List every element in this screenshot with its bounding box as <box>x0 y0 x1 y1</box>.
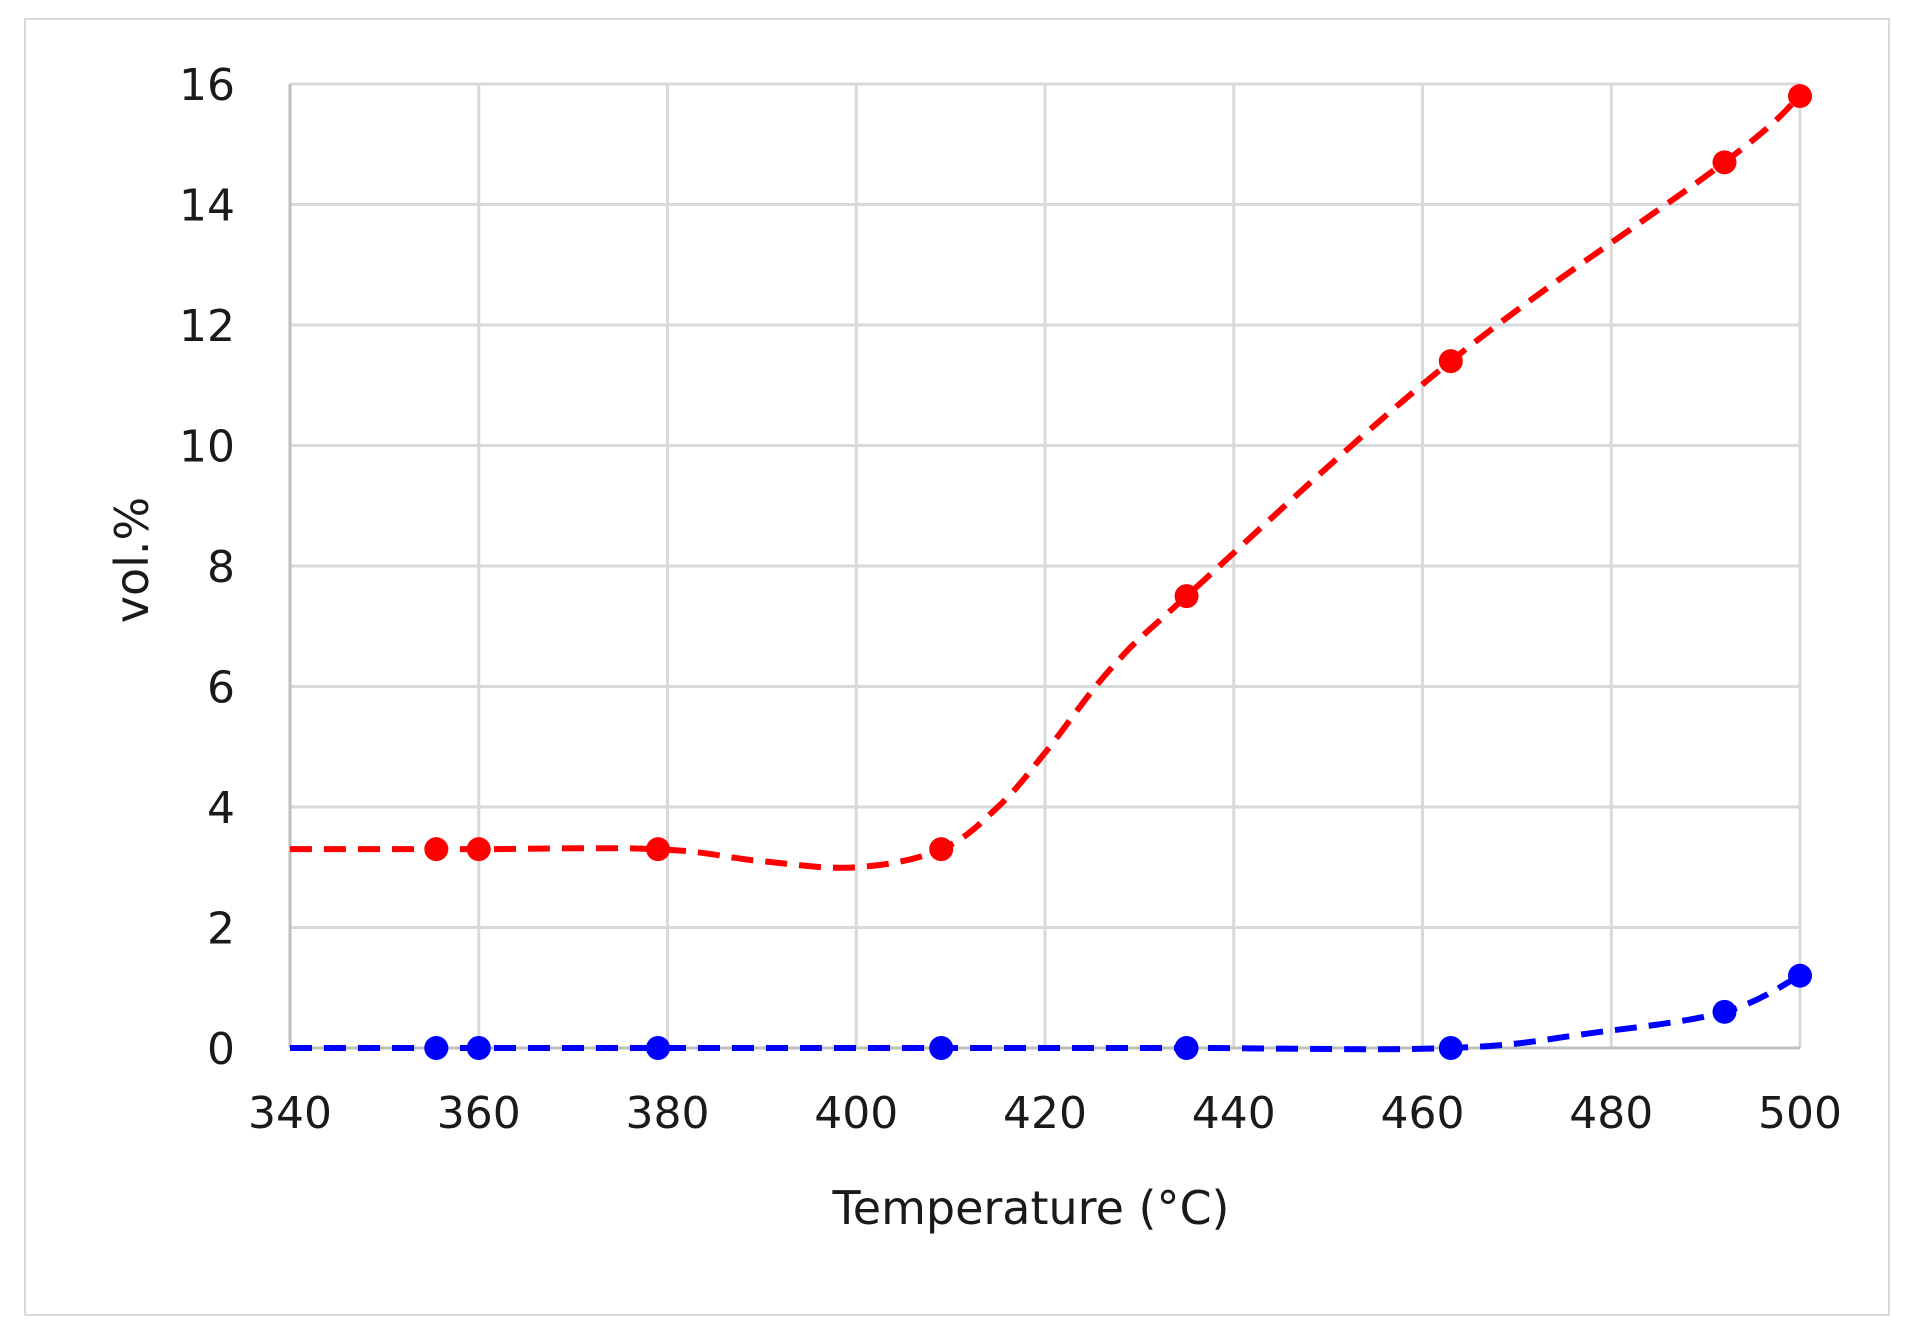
data-point <box>1438 1036 1463 1060</box>
y-tick-label: 16 <box>179 60 235 111</box>
data-point <box>1712 999 1737 1024</box>
x-tick-label: 440 <box>1192 1088 1276 1139</box>
series-1 <box>290 963 1812 1060</box>
tick-labels: 340 360 380 400 420 440 460 480 500 0 2 4 6 8 10 12 14 16 <box>179 60 1842 1139</box>
data-point <box>646 1036 671 1060</box>
series-layer <box>289 84 1812 1060</box>
y-tick-label: 2 <box>207 904 235 955</box>
data-point <box>424 1036 449 1060</box>
grid <box>290 82 1802 1048</box>
data-point <box>466 1036 491 1060</box>
y-tick-label: 8 <box>207 542 235 593</box>
data-point <box>646 837 671 862</box>
x-tick-label: 380 <box>626 1088 710 1139</box>
data-point <box>1438 349 1463 374</box>
y-tick-label: 12 <box>179 301 235 352</box>
x-tick-label: 500 <box>1758 1088 1842 1139</box>
data-point <box>929 837 954 862</box>
x-axis-title: Temperature (°C) <box>831 1181 1229 1235</box>
y-tick-label: 6 <box>207 663 235 714</box>
data-point <box>1788 84 1812 109</box>
x-tick-label: 340 <box>248 1088 332 1139</box>
series-0 <box>289 84 1812 871</box>
y-axis-title: vol.% <box>105 497 159 623</box>
x-tick-label: 480 <box>1569 1088 1653 1139</box>
series-line <box>289 93 1802 871</box>
x-tick-label: 420 <box>1003 1088 1087 1139</box>
data-point <box>424 837 449 862</box>
data-point <box>466 837 491 862</box>
data-point <box>929 1036 954 1060</box>
y-tick-label: 10 <box>179 422 235 473</box>
y-tick-label: 4 <box>207 783 235 834</box>
data-point <box>1174 1036 1199 1060</box>
y-tick-label: 0 <box>207 1024 235 1075</box>
chart-frame <box>24 18 1890 1316</box>
y-tick-label: 14 <box>179 181 235 232</box>
x-tick-label: 400 <box>814 1088 898 1139</box>
data-point <box>1174 584 1199 609</box>
x-tick-label: 360 <box>437 1088 521 1139</box>
x-tick-label: 460 <box>1381 1088 1465 1139</box>
data-point <box>1788 963 1812 988</box>
data-point <box>1712 150 1737 175</box>
